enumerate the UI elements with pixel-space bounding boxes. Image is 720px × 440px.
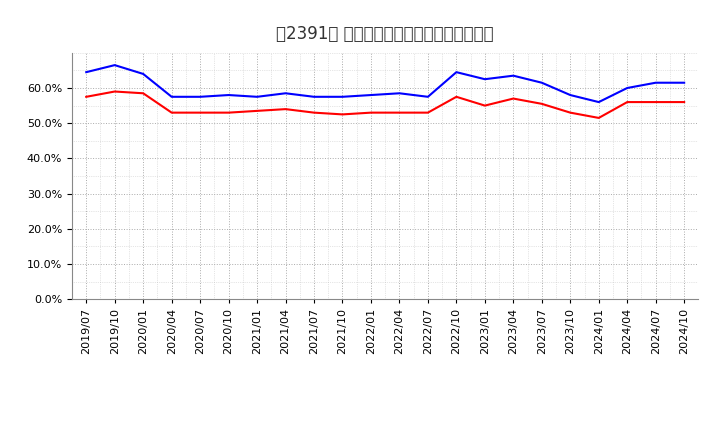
- 固定長期適合率: [623, 99, 631, 105]
- 固定比率: [110, 62, 119, 68]
- 固定比率: [196, 94, 204, 99]
- 固定長期適合率: [282, 106, 290, 112]
- Line: 固定比率: 固定比率: [86, 65, 684, 102]
- 固定比率: [225, 92, 233, 98]
- 固定比率: [310, 94, 318, 99]
- 固定比率: [139, 71, 148, 77]
- 固定長期適合率: [253, 108, 261, 114]
- 固定比率: [595, 99, 603, 105]
- 固定比率: [537, 80, 546, 85]
- 固定比率: [480, 77, 489, 82]
- Title: ［2391］ 固定比率、固定長期適合率の推移: ［2391］ 固定比率、固定長期適合率の推移: [276, 25, 494, 43]
- 固定比率: [395, 91, 404, 96]
- 固定比率: [167, 94, 176, 99]
- 固定長期適合率: [82, 94, 91, 99]
- 固定比率: [338, 94, 347, 99]
- 固定長期適合率: [423, 110, 432, 115]
- 固定長期適合率: [566, 110, 575, 115]
- 固定長期適合率: [338, 112, 347, 117]
- 固定長期適合率: [366, 110, 375, 115]
- Legend: 固定比率, 固定長期適合率: 固定比率, 固定長期適合率: [267, 434, 503, 440]
- 固定長期適合率: [652, 99, 660, 105]
- 固定長期適合率: [310, 110, 318, 115]
- 固定比率: [366, 92, 375, 98]
- 固定長期適合率: [196, 110, 204, 115]
- 固定長期適合率: [139, 91, 148, 96]
- 固定比率: [423, 94, 432, 99]
- 固定比率: [652, 80, 660, 85]
- 固定長期適合率: [395, 110, 404, 115]
- Line: 固定長期適合率: 固定長期適合率: [86, 92, 684, 118]
- 固定長期適合率: [167, 110, 176, 115]
- 固定長期適合率: [452, 94, 461, 99]
- 固定比率: [82, 70, 91, 75]
- 固定長期適合率: [595, 115, 603, 121]
- 固定比率: [509, 73, 518, 78]
- 固定長期適合率: [509, 96, 518, 101]
- 固定比率: [680, 80, 688, 85]
- 固定長期適合率: [680, 99, 688, 105]
- 固定比率: [282, 91, 290, 96]
- 固定長期適合率: [110, 89, 119, 94]
- 固定長期適合率: [480, 103, 489, 108]
- 固定比率: [452, 70, 461, 75]
- 固定長期適合率: [225, 110, 233, 115]
- 固定比率: [253, 94, 261, 99]
- 固定長期適合率: [537, 101, 546, 106]
- 固定比率: [566, 92, 575, 98]
- 固定比率: [623, 85, 631, 91]
